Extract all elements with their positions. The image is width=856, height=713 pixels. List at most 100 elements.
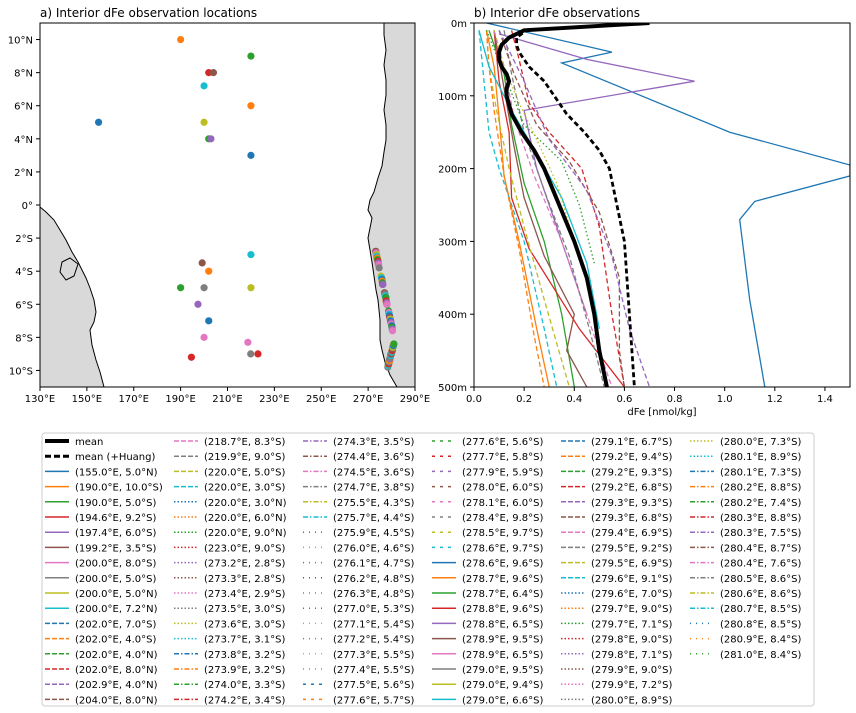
panel-a-ytick-label: 0°	[22, 201, 33, 212]
legend-label: (279.8°E, 9.0°S)	[591, 635, 672, 646]
legend-label: (273.6°E, 3.0°S)	[204, 619, 285, 630]
observation-point	[177, 284, 185, 292]
panel-a-xtick-label: 270°E	[353, 394, 383, 405]
panel-a-xtick-label: 150°E	[72, 394, 102, 405]
profile-line	[493, 30, 613, 387]
observation-point	[375, 264, 383, 272]
profile-line	[498, 33, 695, 315]
legend-label: (280.2°E, 8.8°S)	[720, 483, 801, 494]
legend-label: (275.7°E, 4.4°S)	[333, 513, 414, 524]
legend-label: (273.9°E, 3.2°S)	[204, 665, 285, 676]
legend-label: (218.7°E, 8.3°S)	[204, 437, 285, 448]
observation-point	[244, 338, 252, 346]
legend-label: (277.7°E, 5.8°S)	[462, 452, 543, 463]
panel-b-ytick-label: 300m	[438, 237, 467, 248]
legend-label: (219.9°E, 9.0°S)	[204, 452, 285, 463]
legend-label: (279.3°E, 6.8°S)	[591, 513, 672, 524]
legend-label: (280.3°E, 7.5°S)	[720, 528, 801, 539]
legend-label: (278.8°E, 9.6°S)	[462, 604, 543, 615]
observation-point	[383, 300, 391, 308]
panel-a-title: a) Interior dFe observation locations	[40, 6, 257, 20]
legend-label: (277.5°E, 5.6°S)	[333, 680, 414, 691]
legend-label: (204.0°E, 8.0°N)	[75, 695, 158, 706]
legend-label: (273.7°E, 3.1°S)	[204, 635, 285, 646]
legend-label: (278.0°E, 6.0°S)	[462, 483, 543, 494]
profile-line	[493, 30, 575, 242]
panel-a-xtick-label: 250°E	[306, 394, 336, 405]
legend-label: (275.5°E, 4.3°S)	[333, 498, 414, 509]
legend-label: (280.5°E, 8.6°S)	[720, 574, 801, 585]
land-layer	[40, 23, 415, 387]
panel-b-xtick-label: 0.6	[616, 394, 632, 405]
observation-point	[200, 82, 208, 90]
panel-b-xtick-label: 1.2	[767, 394, 783, 405]
panel-b-xtick-label: 0.2	[516, 394, 532, 405]
legend-label: (276.1°E, 4.7°S)	[333, 559, 414, 570]
observation-point	[205, 267, 213, 275]
observation-point	[177, 35, 185, 44]
legend-label: (273.4°E, 2.9°S)	[204, 589, 285, 600]
legend-label: (278.1°E, 6.0°S)	[462, 498, 543, 509]
legend-label: (280.3°E, 8.8°S)	[720, 513, 801, 524]
observation-point	[247, 350, 255, 358]
panel-b-axes: 0.0 0.2 0.4 0.6 0.8 1.0 1.2 1.4 0m 100m 200m 300m 40…	[438, 19, 833, 405]
panel-b-xtick-label: 1.0	[717, 394, 733, 405]
panel-a-xtick-label: 290°E	[400, 394, 430, 405]
legend-label: (280.9°E, 8.4°S)	[720, 635, 801, 646]
panel-a-ytick-label: 6°S	[15, 300, 33, 311]
panel-a-xtick-label: 190°E	[165, 394, 195, 405]
panel-b-ytick-label: 100m	[438, 92, 467, 103]
legend-label: (197.4°E, 6.0°S)	[75, 528, 156, 539]
legend-label: (279.0°E, 9.4°S)	[462, 680, 543, 691]
panel-b-profiles: b) Interior dFe observations 0.0 0.2 0.4 0.…	[438, 6, 851, 418]
mean-huang-line	[515, 23, 650, 387]
mean-line	[497, 23, 650, 387]
observation-point	[205, 317, 213, 325]
panel-b-frame	[473, 22, 851, 388]
legend-label: (280.8°E, 8.5°S)	[720, 619, 801, 630]
legend-label: (202.0°E, 4.0°N)	[75, 650, 158, 661]
legend-label: (200.0°E, 8.0°S)	[75, 559, 156, 570]
legend-label: (223.0°E, 9.0°S)	[204, 543, 285, 554]
legend-label: mean	[75, 437, 103, 448]
land-australasia	[40, 206, 105, 387]
legend-label: (278.9°E, 6.5°S)	[462, 650, 543, 661]
legend-label: (279.3°E, 9.3°S)	[591, 498, 672, 509]
legend-label: (273.3°E, 2.8°S)	[204, 574, 285, 585]
legend-label: (280.0°E, 7.3°S)	[720, 437, 801, 448]
observation-point	[194, 300, 202, 308]
legend-label: (220.0°E, 9.0°N)	[204, 528, 287, 539]
legend-label: (279.9°E, 9.0°S)	[591, 665, 672, 676]
panel-b-xtick-label: 0.8	[667, 394, 683, 405]
legend-label: (276.3°E, 4.8°S)	[333, 589, 414, 600]
legend-label: (274.2°E, 3.4°S)	[204, 695, 285, 706]
legend-label: (277.4°E, 5.5°S)	[333, 665, 414, 676]
panel-a-ytick-label: 4°N	[14, 135, 33, 146]
legend-label: (279.5°E, 9.2°S)	[591, 543, 672, 554]
legend-label: (280.1°E, 7.3°S)	[720, 467, 801, 478]
legend-label: (279.8°E, 7.1°S)	[591, 650, 672, 661]
profile-line	[486, 23, 850, 387]
observation-point	[209, 69, 218, 77]
profile-line	[478, 30, 600, 329]
profile-line	[478, 30, 558, 387]
legend-label: (275.9°E, 4.5°S)	[333, 528, 414, 539]
legend-label: (278.9°E, 9.5°S)	[462, 635, 543, 646]
legend-label: (279.5°E, 6.9°S)	[591, 559, 672, 570]
legend-label: (280.1°E, 8.9°S)	[720, 452, 801, 463]
legend-label: (200.0°E, 7.2°N)	[75, 604, 158, 615]
panel-a-ytick-label: 10°N	[8, 36, 33, 47]
legend-label: (278.7°E, 6.4°S)	[462, 589, 543, 600]
panel-b-xlabel: dFe [nmol/kg]	[627, 407, 696, 418]
legend-label: (279.1°E, 6.7°S)	[591, 437, 672, 448]
observation-point	[390, 340, 398, 348]
observation-point	[198, 259, 206, 267]
legend-label: (199.2°E, 3.5°S)	[75, 543, 156, 554]
observation-point	[247, 151, 255, 159]
observation-point	[247, 102, 255, 110]
legend-label: (220.0°E, 6.0°N)	[204, 513, 287, 524]
observation-point	[388, 327, 397, 335]
legend-label: (202.0°E, 4.0°S)	[75, 635, 156, 646]
legend-label: (273.8°E, 3.2°S)	[204, 650, 285, 661]
